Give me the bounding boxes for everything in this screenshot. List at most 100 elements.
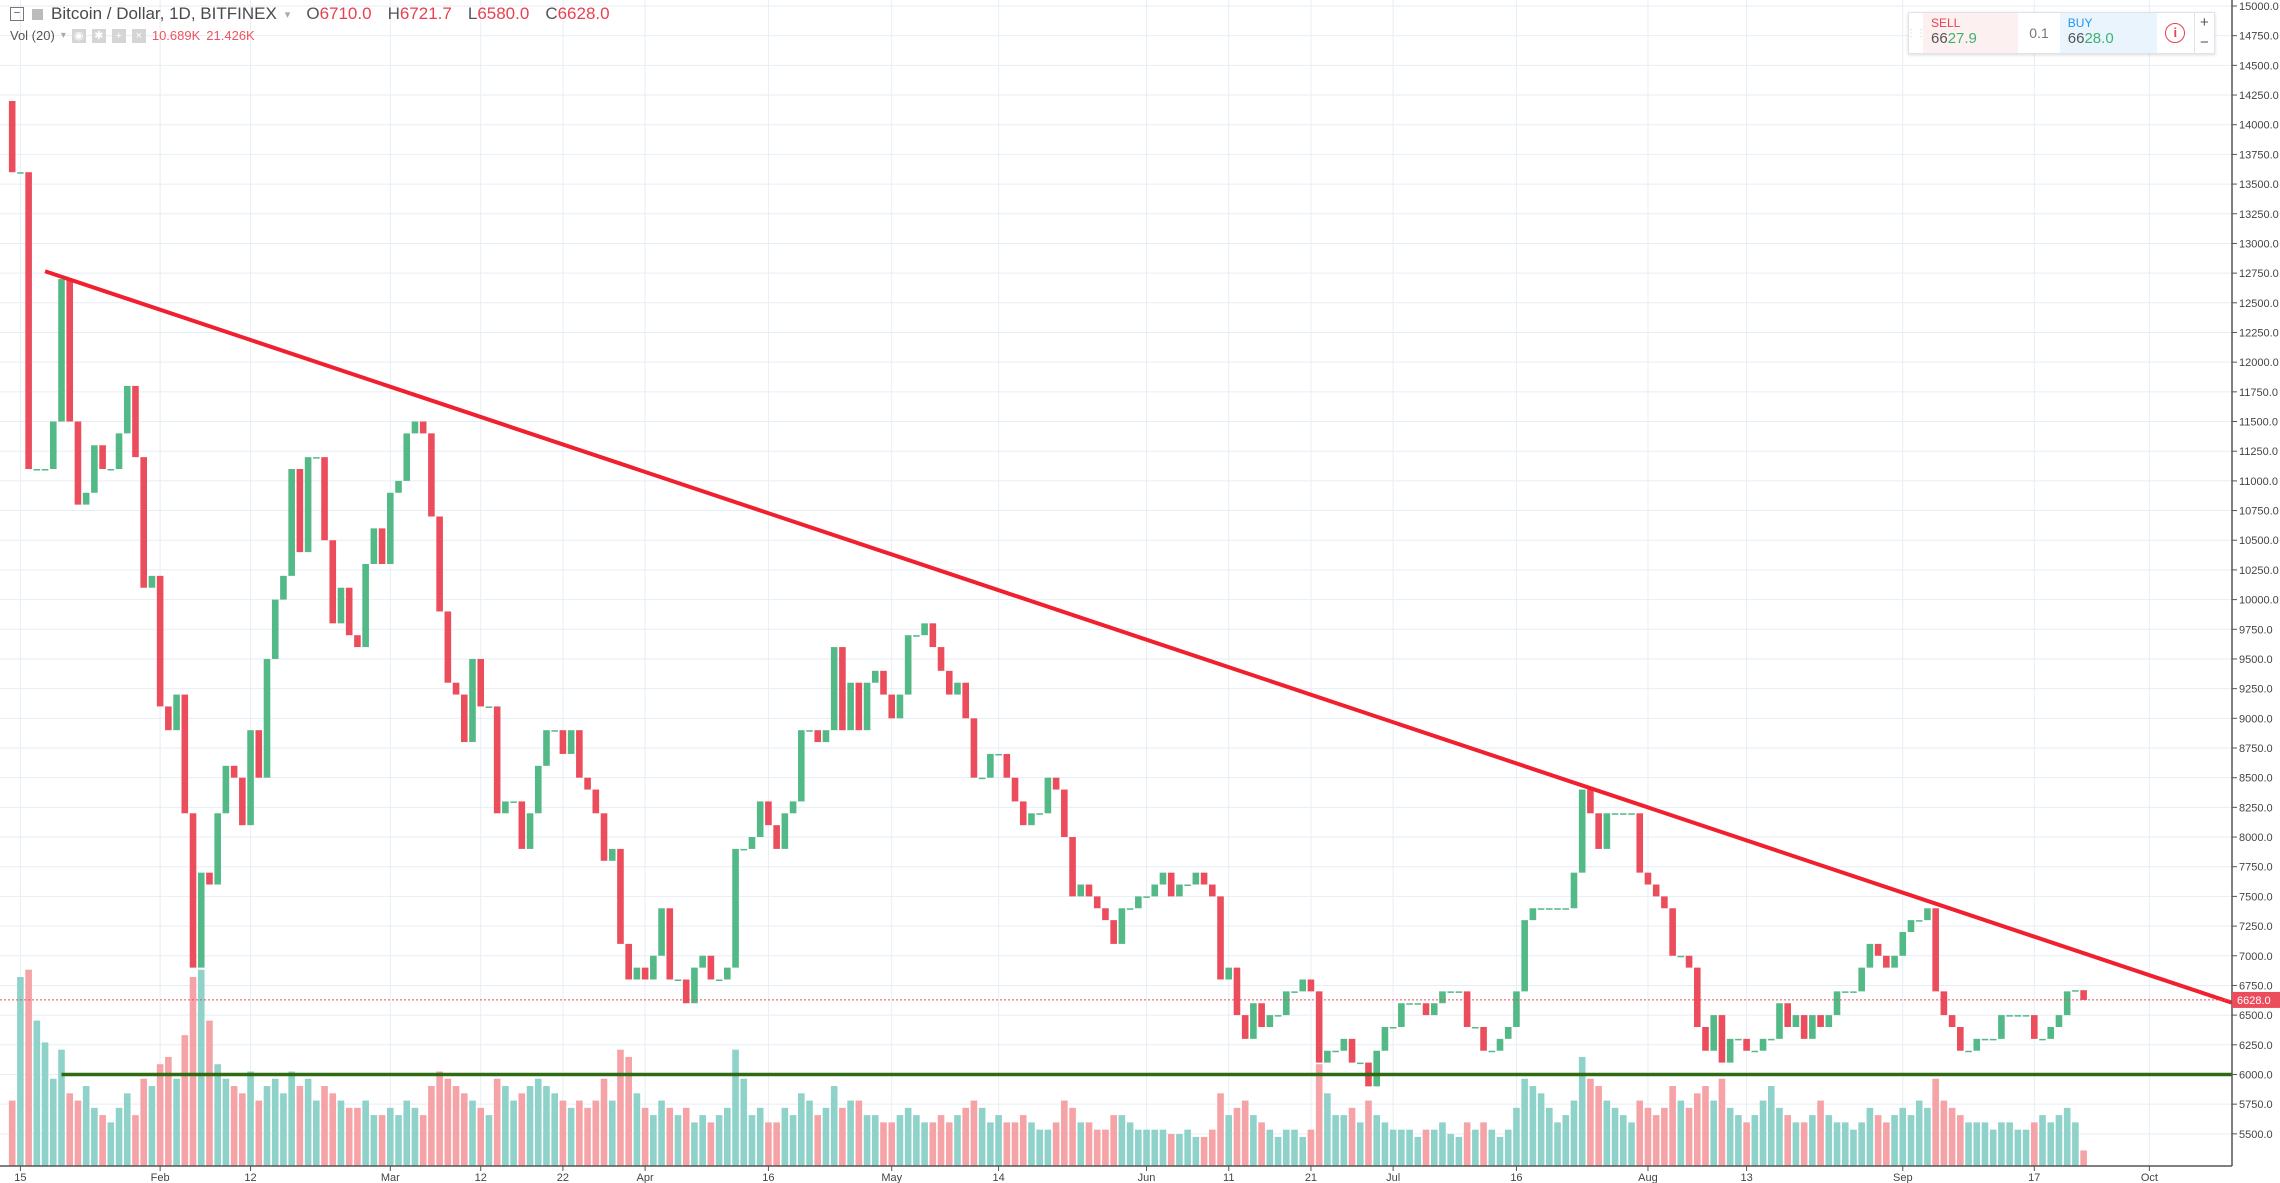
volume-bar bbox=[1052, 1122, 1060, 1166]
candle bbox=[830, 647, 838, 731]
candle bbox=[666, 908, 674, 980]
quantity-field[interactable]: 0.1 bbox=[2029, 25, 2049, 41]
candle bbox=[921, 623, 928, 636]
y-tick-label: 11000.0 bbox=[2239, 476, 2278, 488]
low-label: L bbox=[467, 4, 478, 23]
symbol-legend: − Bitcoin / Dollar, 1D, BITFINEX ▾ O6710… bbox=[10, 4, 610, 24]
candle bbox=[1710, 1015, 1718, 1051]
volume-bar bbox=[559, 1100, 567, 1166]
candle bbox=[263, 658, 271, 778]
candle bbox=[617, 848, 624, 944]
y-tick-label: 6250.0 bbox=[2239, 1040, 2273, 1052]
candle bbox=[567, 730, 575, 754]
volume-bar bbox=[699, 1115, 706, 1166]
x-tick-label: 11 bbox=[1223, 1172, 1234, 1183]
candle bbox=[748, 837, 756, 849]
candle bbox=[1019, 801, 1027, 826]
gear-icon[interactable]: ✱ bbox=[91, 28, 106, 43]
candle bbox=[715, 979, 723, 982]
increase-quantity-button[interactable]: + bbox=[2199, 14, 2209, 31]
volume-bar bbox=[1809, 1115, 1816, 1166]
candle bbox=[1472, 1026, 1479, 1029]
volume-bar bbox=[1093, 1129, 1101, 1166]
collapse-icon[interactable]: − bbox=[10, 7, 24, 21]
eye-icon[interactable]: ◉ bbox=[71, 28, 86, 43]
volume-bar bbox=[1915, 1100, 1923, 1166]
plus-icon[interactable]: + bbox=[111, 28, 126, 43]
volume-bar bbox=[1850, 1129, 1857, 1166]
volume-bar bbox=[1620, 1115, 1627, 1166]
candle bbox=[1274, 1015, 1282, 1017]
symbol-color-icon bbox=[32, 8, 43, 20]
volume-bar bbox=[345, 1107, 353, 1166]
volume-bar bbox=[1702, 1086, 1709, 1166]
candle bbox=[91, 445, 98, 493]
volume-bar bbox=[707, 1122, 715, 1166]
sell-button[interactable]: SELL 6627.9 bbox=[1923, 13, 2019, 53]
y-tick-label: 9500.0 bbox=[2239, 654, 2273, 666]
x-tick-label: Feb bbox=[151, 1172, 170, 1183]
x-tick-label: Aug bbox=[1638, 1172, 1658, 1183]
volume-bar bbox=[839, 1107, 846, 1166]
volume-bar bbox=[1841, 1122, 1849, 1166]
y-tick-label: 6500.0 bbox=[2239, 1010, 2273, 1022]
close-icon[interactable]: × bbox=[131, 28, 146, 43]
buy-button[interactable]: BUY 6628.0 bbox=[2059, 13, 2157, 53]
volume-bar bbox=[1685, 1107, 1693, 1166]
chevron-down-icon[interactable]: ▾ bbox=[60, 30, 66, 41]
y-tick-label: 5750.0 bbox=[2239, 1099, 2273, 1111]
volume-bar bbox=[1003, 1122, 1011, 1166]
decrease-quantity-button[interactable]: − bbox=[2199, 34, 2209, 51]
volume-bar bbox=[1628, 1122, 1635, 1166]
candle bbox=[1669, 908, 1676, 956]
candle bbox=[1529, 908, 1537, 921]
volume-bar bbox=[1652, 1115, 1660, 1166]
candle bbox=[1743, 1038, 1750, 1051]
candle bbox=[1143, 896, 1150, 898]
volume-bar bbox=[1587, 1078, 1594, 1166]
volume-bar bbox=[378, 1115, 386, 1166]
close-value: 6628.0 bbox=[557, 4, 610, 23]
candle bbox=[140, 457, 147, 588]
y-tick-label: 8250.0 bbox=[2239, 802, 2273, 814]
volume-bar bbox=[1463, 1122, 1471, 1166]
candle bbox=[74, 421, 82, 505]
candle bbox=[1430, 1003, 1438, 1016]
candle bbox=[206, 872, 213, 885]
volume-bar bbox=[748, 1115, 756, 1166]
candle bbox=[798, 730, 805, 802]
info-button[interactable]: i bbox=[2157, 13, 2194, 53]
volume-bar bbox=[181, 1035, 189, 1166]
candle bbox=[2014, 1015, 2022, 1017]
volume-bar bbox=[387, 1107, 394, 1166]
volume-bar bbox=[280, 1093, 287, 1166]
candle bbox=[1052, 777, 1060, 790]
candle bbox=[650, 955, 657, 980]
candle bbox=[1151, 884, 1159, 897]
buy-price-suffix: 28.0 bbox=[2084, 30, 2114, 47]
candle bbox=[732, 848, 739, 968]
volume-bar bbox=[1726, 1107, 1734, 1166]
volume-bar bbox=[99, 1115, 106, 1166]
candle bbox=[477, 658, 485, 707]
candle bbox=[1192, 872, 1200, 885]
volume-label[interactable]: Vol (20) bbox=[10, 28, 55, 43]
volume-bar bbox=[567, 1107, 575, 1166]
volume-bar bbox=[239, 1093, 246, 1166]
sell-price-prefix: 66 bbox=[1931, 30, 1948, 47]
trade-panel: ⋮⋮ SELL 6627.9 0.1 BUY 6628.0 i + − bbox=[1906, 12, 2215, 54]
candle bbox=[2080, 990, 2087, 1000]
candle bbox=[1907, 920, 1915, 933]
candle bbox=[156, 575, 164, 707]
candle bbox=[806, 730, 813, 732]
y-tick-label: 9250.0 bbox=[2239, 684, 2273, 696]
drag-handle-icon[interactable]: ⋮⋮ bbox=[1906, 27, 1926, 39]
volume-bar bbox=[189, 976, 197, 1166]
volume-bar bbox=[1036, 1129, 1043, 1166]
candle bbox=[1044, 777, 1052, 814]
symbol-title[interactable]: Bitcoin / Dollar, 1D, BITFINEX bbox=[51, 4, 277, 23]
candle bbox=[1685, 955, 1693, 968]
candle bbox=[271, 599, 279, 659]
chevron-down-icon[interactable]: ▾ bbox=[284, 8, 291, 21]
